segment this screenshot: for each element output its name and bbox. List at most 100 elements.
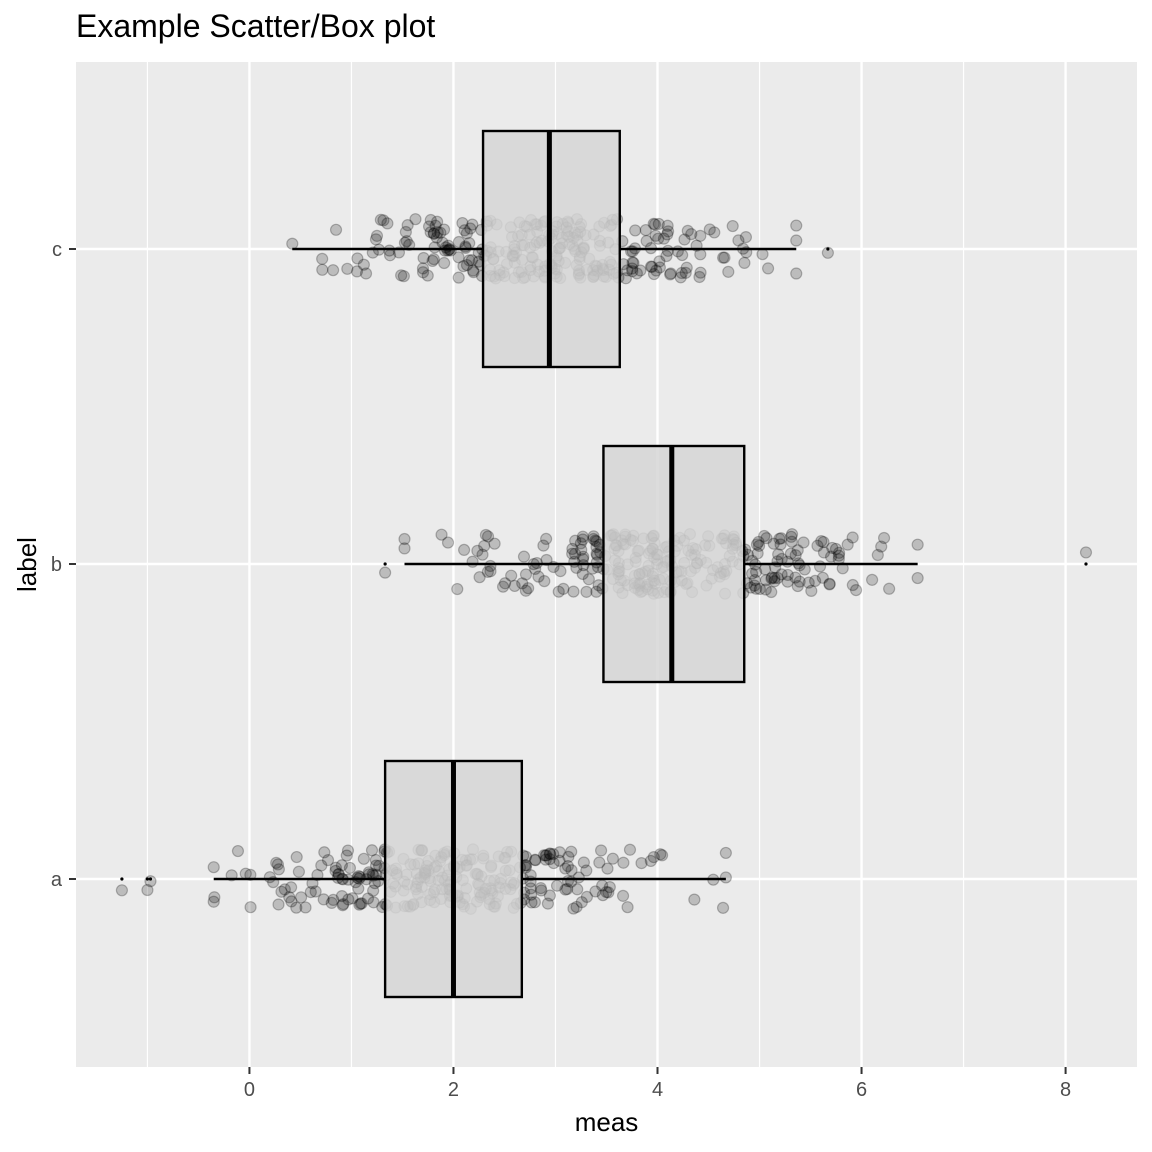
jitter-point-c [627,256,640,270]
jitter-point-a [290,901,303,914]
jitter-point-c [790,219,803,232]
jitter-point-b [568,547,582,560]
jitter-point-b [580,585,593,598]
x-tick-label: 8 [1060,1079,1071,1101]
jitter-point-a [606,852,619,865]
jitter-point-c [703,223,716,236]
jitter-point-c [395,269,408,282]
jitter-point-a [285,881,298,894]
jitter-point-a [561,874,575,888]
jitter-point-c [732,234,745,247]
jitter-point-a [327,893,340,906]
jitter-point-b [789,571,802,584]
jitter-point-b [875,540,888,553]
outlier-a [120,877,124,881]
jitter-point-b [775,568,788,581]
jitter-point-c [661,219,674,232]
outlier-c [826,247,830,251]
jitter-point-c [400,235,413,248]
jitter-point-c [416,266,430,279]
jitter-point-c [626,262,639,275]
jitter-point-c [329,223,343,236]
jitter-point-b [538,575,551,588]
jitter-point-b [846,578,859,592]
jitter-point-b [481,530,495,543]
jitter-point-a [635,856,648,870]
jitter-point-a [656,849,669,862]
jitter-point-a [603,881,616,894]
jitter-point-b [557,582,570,595]
jitter-point-c [694,266,707,279]
jitter-point-b [824,550,838,563]
jitter-point-b [871,548,884,562]
jitter-point-a [575,896,588,909]
jitter-point-a [644,854,657,868]
jitter-point-c [647,267,661,281]
jitter-point-b [798,563,811,576]
jitter-point-a [292,865,305,878]
jitter-point-c [678,233,691,246]
jitter-point-a [362,866,375,879]
jitter-point-b [537,539,550,552]
jitter-point-b [785,528,799,541]
jitter-point-b [566,547,579,560]
jitter-point-b [775,532,788,545]
jitter-point-b [813,560,827,573]
jitter-point-a [357,852,370,865]
jitter-point-a [719,871,732,884]
jitter-point-a [367,896,380,909]
y-tick-label: b [51,554,62,576]
jitter-point-a [541,897,555,910]
jitter-point-a [272,863,285,876]
jitter-point-a [616,889,630,902]
jitter-point-a [354,897,367,910]
jitter-point-c [717,251,730,264]
jitter-point-b [517,550,531,563]
jitter-point-b [522,582,535,595]
jitter-point-a [207,895,220,908]
jitter-point-a [565,864,578,877]
jitter-point-c [437,223,451,236]
jitter-point-c [664,267,677,280]
jitter-point-a [342,893,355,906]
jitter-point-b [398,542,411,555]
jitter-point-c [649,229,662,242]
jitter-point-c [650,264,663,277]
jitter-point-c [452,235,466,249]
jitter-point-c [626,256,639,269]
jitter-point-a [571,883,584,896]
jitter-point-b [765,571,779,584]
jitter-point-a [309,885,322,898]
jitter-point-a [315,859,328,872]
jitter-point-a [355,897,368,910]
jitter-point-a [311,868,324,882]
jitter-point-a [524,875,537,888]
jitter-point-b [811,539,824,552]
y-tick-label: c [52,239,62,261]
jitter-point-a [567,902,580,915]
jitter-point-b [458,543,471,557]
jitter-point-c [401,219,414,232]
jitter-point-b [768,571,781,585]
jitter-point-c [761,262,775,275]
jitter-point-b [398,532,411,546]
jitter-point-a [559,883,572,896]
jitter-point-c [456,216,469,230]
jitter-point-a [278,883,291,896]
jitter-point-b [590,556,603,569]
jitter-point-c [647,217,660,230]
jitter-point-a [346,892,359,905]
jitter-point-c [708,226,721,239]
jitter-point-b [576,567,589,581]
jitter-point-b [784,547,798,560]
jitter-point-a [365,844,379,857]
jitter-point-b [566,542,579,556]
jitter-point-b [488,537,501,550]
jitter-point-c [644,260,658,273]
jitter-point-b [540,532,553,546]
jitter-point-b [768,575,781,588]
jitter-point-b [484,565,497,578]
jitter-point-a [141,883,154,897]
